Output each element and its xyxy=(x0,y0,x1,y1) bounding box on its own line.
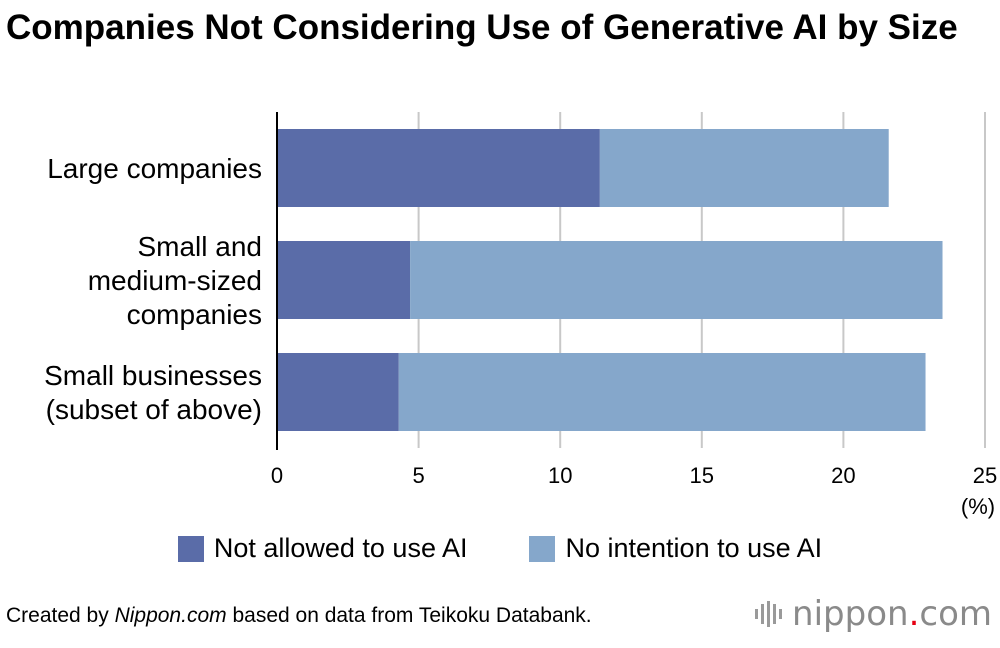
logo-wordmark: nippon.com xyxy=(792,594,992,634)
category-label: Large companies xyxy=(47,153,262,184)
x-tick-label: 25 xyxy=(973,463,997,488)
bar-not-allowed xyxy=(277,129,600,207)
bar-not-allowed xyxy=(277,241,411,319)
bar-not-allowed xyxy=(277,353,399,431)
legend-swatch-not-allowed xyxy=(177,535,204,562)
category-label: Small and medium-sized companies xyxy=(88,231,262,330)
legend-item-no-intention: No intention to use AI xyxy=(529,533,822,564)
bar-no-intention xyxy=(398,353,926,431)
category-labels: Large companies Small and medium-sized comp… xyxy=(44,153,262,425)
legend-label-no-intention: No intention to use AI xyxy=(565,533,823,563)
tick-labels: 0 5 10 15 20 25 xyxy=(271,463,997,488)
source-name: Nippon.com xyxy=(114,604,227,627)
x-tick-label: 0 xyxy=(271,463,283,488)
legend-swatch-no-intention xyxy=(529,535,556,562)
x-tick-label: 20 xyxy=(831,463,855,488)
chart-title: Companies Not Considering Use of Generat… xyxy=(6,8,958,47)
bar-no-intention xyxy=(599,129,889,207)
bar-no-intention xyxy=(410,241,943,319)
x-tick-label: 15 xyxy=(690,463,714,488)
category-label: Small businesses (subset of above) xyxy=(44,360,262,425)
legend-label-not-allowed: Not allowed to use AI xyxy=(213,533,468,563)
unit-label: (%) xyxy=(961,494,995,519)
logo-mark-icon xyxy=(755,601,783,627)
legend-item-not-allowed: Not allowed to use AI xyxy=(177,533,468,564)
source-prefix: Created by xyxy=(6,604,115,627)
nippon-logo: nippon.com xyxy=(755,594,992,634)
x-tick-label: 10 xyxy=(548,463,572,488)
bars xyxy=(277,129,943,431)
source-note: Created by Nippon.com based on data from… xyxy=(6,604,592,628)
x-tick-label: 5 xyxy=(412,463,424,488)
bar-chart: Large companies Small and medium-sized comp… xyxy=(44,112,997,519)
legend: Not allowed to use AI No intention to us… xyxy=(0,533,1000,564)
source-suffix: based on data from Teikoku Databank. xyxy=(226,604,592,627)
